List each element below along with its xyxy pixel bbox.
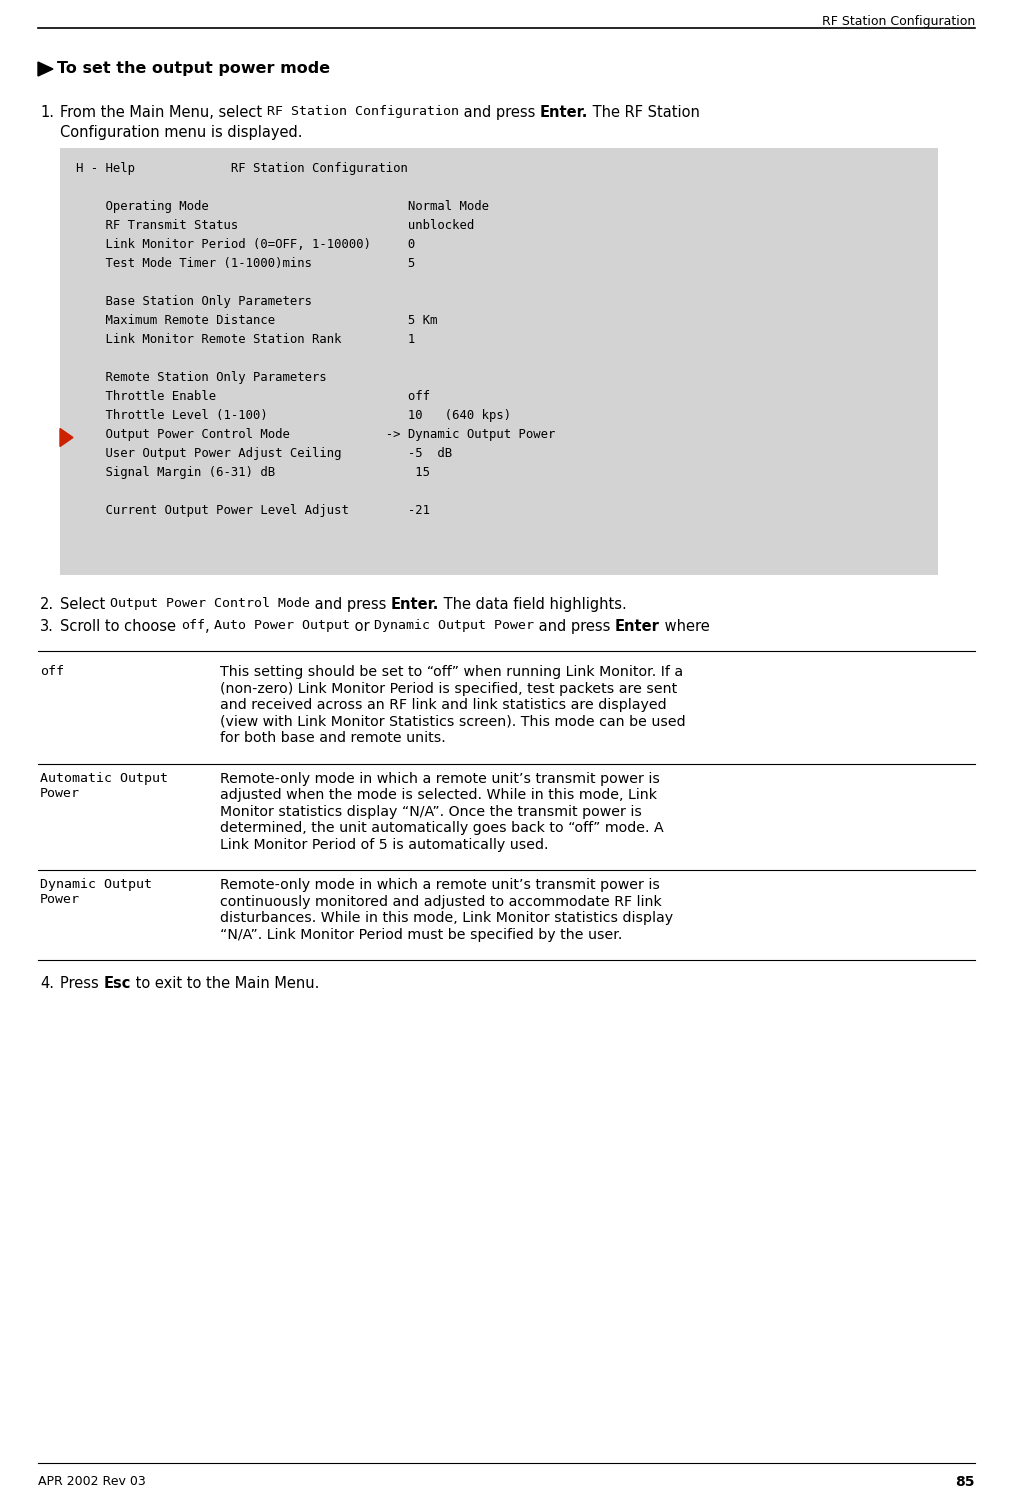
Polygon shape: [38, 61, 53, 76]
Text: Monitor statistics display “N/A”. Once the transmit power is: Monitor statistics display “N/A”. Once t…: [220, 805, 642, 818]
Text: 2.: 2.: [40, 597, 54, 612]
Text: and press: and press: [459, 105, 540, 120]
Text: Enter.: Enter.: [391, 597, 440, 612]
Text: (non-zero) Link Monitor Period is specified, test packets are sent: (non-zero) Link Monitor Period is specif…: [220, 682, 678, 696]
Text: where: where: [660, 619, 710, 634]
Text: Dynamic Output Power: Dynamic Output Power: [374, 619, 534, 631]
Text: off: off: [40, 666, 64, 678]
Text: disturbances. While in this mode, Link Monitor statistics display: disturbances. While in this mode, Link M…: [220, 911, 673, 925]
Text: Select: Select: [60, 597, 109, 612]
Text: Base Station Only Parameters: Base Station Only Parameters: [76, 295, 312, 308]
Text: Press: Press: [60, 975, 103, 990]
Text: determined, the unit automatically goes back to “off” mode. A: determined, the unit automatically goes …: [220, 821, 664, 835]
Text: Current Output Power Level Adjust        -21: Current Output Power Level Adjust -21: [76, 504, 430, 518]
Text: This setting should be set to “off” when running Link Monitor. If a: This setting should be set to “off” when…: [220, 666, 683, 679]
Text: adjusted when the mode is selected. While in this mode, Link: adjusted when the mode is selected. Whil…: [220, 788, 657, 802]
Text: Throttle Level (1-100)                   10   (640 kps): Throttle Level (1-100) 10 (640 kps): [76, 408, 512, 422]
Text: 1.: 1.: [40, 105, 54, 120]
Text: and press: and press: [534, 619, 615, 634]
Text: 4.: 4.: [40, 975, 54, 990]
Text: Test Mode Timer (1-1000)mins             5: Test Mode Timer (1-1000)mins 5: [76, 257, 415, 269]
Text: RF Station Configuration: RF Station Configuration: [822, 15, 975, 28]
Text: continuously monitored and adjusted to accommodate RF link: continuously monitored and adjusted to a…: [220, 895, 661, 908]
Text: Link Monitor Period of 5 is automatically used.: Link Monitor Period of 5 is automaticall…: [220, 838, 548, 851]
Text: Remote-only mode in which a remote unit’s transmit power is: Remote-only mode in which a remote unit’…: [220, 878, 659, 892]
Text: User Output Power Adjust Ceiling         -5  dB: User Output Power Adjust Ceiling -5 dB: [76, 447, 452, 459]
Text: Scroll to choose: Scroll to choose: [60, 619, 180, 634]
Text: Maximum Remote Distance                  5 Km: Maximum Remote Distance 5 Km: [76, 314, 438, 328]
Text: Enter.: Enter.: [540, 105, 589, 120]
Text: Remote Station Only Parameters: Remote Station Only Parameters: [76, 371, 327, 384]
Polygon shape: [60, 428, 73, 446]
Text: Enter: Enter: [615, 619, 660, 634]
Text: Operating Mode                           Normal Mode: Operating Mode Normal Mode: [76, 200, 489, 212]
Text: Link Monitor Remote Station Rank         1: Link Monitor Remote Station Rank 1: [76, 334, 415, 346]
Text: Auto Power Output: Auto Power Output: [214, 619, 349, 631]
Text: to exit to the Main Menu.: to exit to the Main Menu.: [131, 975, 319, 990]
Text: Output Power Control Mode: Output Power Control Mode: [109, 597, 310, 610]
Text: and received across an RF link and link statistics are displayed: and received across an RF link and link …: [220, 699, 667, 712]
Text: H - Help             RF Station Configuration: H - Help RF Station Configuration: [76, 162, 408, 175]
Text: APR 2002 Rev 03: APR 2002 Rev 03: [38, 1475, 146, 1489]
Text: The RF Station: The RF Station: [589, 105, 700, 120]
Bar: [60, 148, 938, 574]
Text: Dynamic Output
Power: Dynamic Output Power: [40, 878, 152, 907]
Text: and press: and press: [310, 597, 391, 612]
Text: Remote-only mode in which a remote unit’s transmit power is: Remote-only mode in which a remote unit’…: [220, 772, 659, 785]
Text: Automatic Output
Power: Automatic Output Power: [40, 772, 168, 799]
Text: for both base and remote units.: for both base and remote units.: [220, 732, 446, 745]
Text: The data field highlights.: The data field highlights.: [440, 597, 627, 612]
Text: Throttle Enable                          off: Throttle Enable off: [76, 390, 430, 402]
Text: Configuration menu is displayed.: Configuration menu is displayed.: [60, 126, 303, 141]
Text: or: or: [349, 619, 374, 634]
Text: Esc: Esc: [103, 975, 131, 990]
Text: 85: 85: [955, 1475, 975, 1489]
Text: off: off: [180, 619, 205, 631]
Text: “N/A”. Link Monitor Period must be specified by the user.: “N/A”. Link Monitor Period must be speci…: [220, 928, 622, 941]
Text: (view with Link Monitor Statistics screen). This mode can be used: (view with Link Monitor Statistics scree…: [220, 715, 686, 729]
Text: To set the output power mode: To set the output power mode: [57, 60, 330, 75]
Text: ,: ,: [205, 619, 214, 634]
Text: Link Monitor Period (0=OFF, 1-10000)     0: Link Monitor Period (0=OFF, 1-10000) 0: [76, 238, 415, 251]
Text: Output Power Control Mode             -> Dynamic Output Power: Output Power Control Mode -> Dynamic Out…: [76, 428, 555, 441]
Text: 3.: 3.: [40, 619, 54, 634]
Text: RF Transmit Status                       unblocked: RF Transmit Status unblocked: [76, 218, 474, 232]
Text: RF Station Configuration: RF Station Configuration: [266, 105, 459, 118]
Text: Signal Margin (6-31) dB                   15: Signal Margin (6-31) dB 15: [76, 465, 430, 479]
Text: From the Main Menu, select: From the Main Menu, select: [60, 105, 266, 120]
